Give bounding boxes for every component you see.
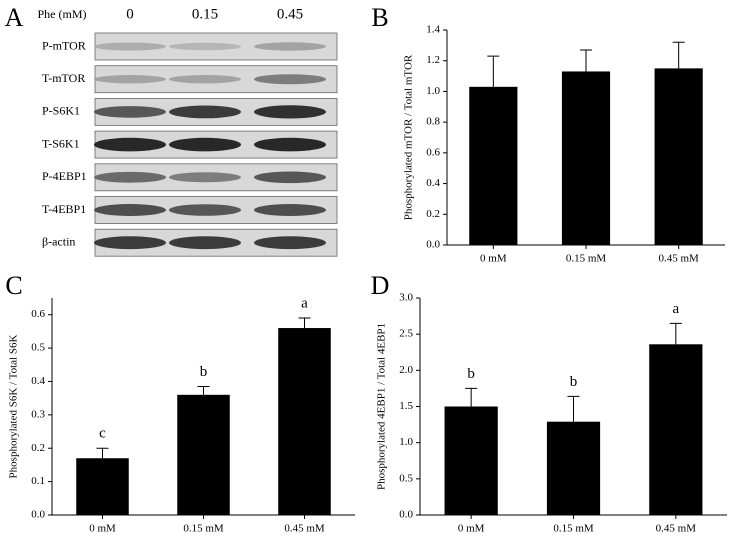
x-tick-label: 0 mM <box>89 523 116 535</box>
y-tick-label: 0.0 <box>399 509 413 521</box>
y-tick-label: 1.2 <box>426 54 440 66</box>
y-tick-label: 1.0 <box>399 436 413 448</box>
y-tick-label: 1.0 <box>426 85 440 97</box>
x-tick-label: 0 mM <box>458 523 485 535</box>
panel-label: A <box>5 3 24 32</box>
y-tick-label: 2.5 <box>399 328 413 340</box>
x-tick-label: 0.15 mM <box>553 523 594 535</box>
error-bar <box>672 41 685 69</box>
blot-row-label: T-S6K1 <box>42 136 80 150</box>
x-tick-label: 0.15 mM <box>183 523 224 535</box>
significance-letter: a <box>672 301 679 317</box>
blot-band <box>169 236 241 250</box>
blot-band <box>254 42 326 51</box>
bar <box>76 458 129 515</box>
bar <box>177 394 230 515</box>
error-bar <box>669 322 682 345</box>
blot-header: Phe (mM) <box>38 7 87 21</box>
blot-band <box>94 42 166 51</box>
bar <box>278 328 331 515</box>
blot-band <box>254 171 326 184</box>
x-tick-label: 0.45 mM <box>658 253 699 265</box>
significance-letter: b <box>570 374 578 390</box>
bar <box>654 68 703 246</box>
blot-band <box>254 74 326 85</box>
y-tick-label: 0.6 <box>31 308 45 320</box>
y-tick-label: 0.8 <box>426 116 440 128</box>
significance-letter: a <box>301 295 308 311</box>
blot-band <box>254 204 326 216</box>
y-tick-label: 0.0 <box>31 509 45 521</box>
error-bar <box>580 49 592 72</box>
lane-label: 0.45 <box>277 6 303 22</box>
blot-band <box>169 172 241 183</box>
y-tick-label: 1.5 <box>399 400 413 412</box>
blot-band <box>254 105 326 119</box>
significance-letter: b <box>467 366 475 382</box>
blot-band <box>254 137 326 152</box>
y-axis-label: Phosphorylated 4EBP1 / Total 4EBP1 <box>376 323 388 490</box>
error-bar <box>197 385 210 395</box>
bar <box>444 406 498 515</box>
blot-row-label: P-4EBP1 <box>42 169 87 183</box>
panel-label: C <box>5 271 22 300</box>
error-bar <box>96 447 109 459</box>
x-tick-label: 0.45 mM <box>284 523 325 535</box>
blot-row-label: P-S6K1 <box>42 104 80 118</box>
y-tick-label: 0.4 <box>426 177 440 189</box>
blot-band <box>169 137 241 152</box>
lane-label: 0 <box>126 6 134 22</box>
x-tick-label: 0 mM <box>480 253 507 265</box>
y-tick-label: 0.0 <box>426 239 440 251</box>
blot-band <box>94 171 166 183</box>
blot-band <box>169 105 241 119</box>
blot-band <box>254 236 326 250</box>
y-tick-label: 0.5 <box>31 342 45 354</box>
blot-band <box>94 236 166 250</box>
significance-letter: b <box>200 364 208 380</box>
y-tick-label: 0.5 <box>399 472 413 484</box>
y-tick-label: 0.2 <box>31 442 45 454</box>
blot-row-label: P-mTOR <box>42 38 86 52</box>
blot-row-label: β-actin <box>42 234 75 248</box>
x-tick-label: 0.15 mM <box>566 253 607 265</box>
blot-band <box>169 75 241 84</box>
y-tick-label: 0.4 <box>31 375 45 387</box>
error-bar <box>298 317 311 329</box>
error-bar <box>465 387 478 407</box>
blot-row-label: T-mTOR <box>42 71 85 85</box>
lane-label: 0.15 <box>192 6 218 22</box>
y-tick-label: 0.2 <box>426 208 440 220</box>
bar <box>546 421 601 515</box>
blot-row-label: T-4EBP1 <box>42 202 86 216</box>
blot-band <box>94 106 166 118</box>
y-axis-label: Phosphorylated S6K / Total S6K <box>8 335 20 479</box>
error-bar <box>487 55 500 87</box>
panel-label: B <box>371 3 388 32</box>
y-tick-label: 3.0 <box>399 292 413 304</box>
bar <box>649 344 703 515</box>
y-tick-label: 0.6 <box>426 146 440 158</box>
bar <box>469 86 518 245</box>
blot-band <box>169 42 241 51</box>
blot-band <box>169 204 241 216</box>
panel-label: D <box>371 271 390 300</box>
blot-band <box>94 137 166 152</box>
y-tick-label: 2.0 <box>399 364 413 376</box>
bar <box>561 71 611 245</box>
y-tick-label: 0.1 <box>31 475 45 487</box>
y-axis-label: Phosphorylated mTOR / Total mTOR <box>403 54 415 220</box>
y-tick-label: 0.3 <box>31 408 45 420</box>
blot-band <box>94 204 166 216</box>
significance-letter: c <box>99 426 106 442</box>
x-tick-label: 0.45 mM <box>656 523 697 535</box>
error-bar <box>567 395 580 422</box>
y-tick-label: 1.4 <box>426 24 440 36</box>
blot-band <box>94 75 166 84</box>
